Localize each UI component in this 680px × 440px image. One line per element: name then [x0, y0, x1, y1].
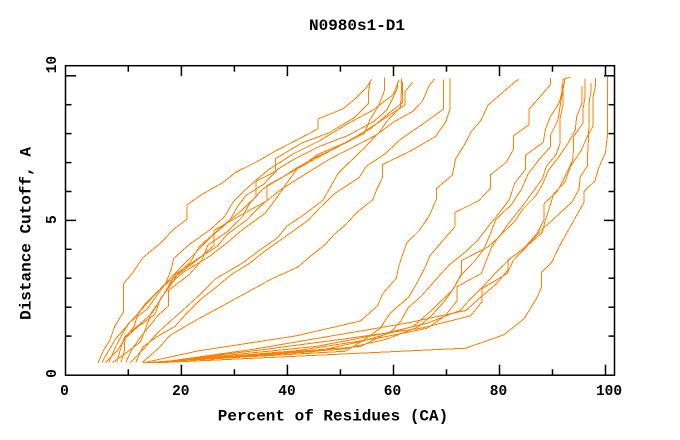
svg-text:80: 80 — [490, 384, 507, 400]
svg-text:100: 100 — [596, 384, 622, 400]
svg-text:0: 0 — [60, 384, 69, 400]
svg-text:5: 5 — [45, 215, 61, 224]
svg-text:Distance Cutoff, A: Distance Cutoff, A — [18, 147, 36, 320]
svg-text:Percent of Residues (CA): Percent of Residues (CA) — [218, 408, 448, 426]
svg-text:0: 0 — [45, 369, 61, 378]
svg-text:40: 40 — [278, 384, 295, 400]
svg-text:20: 20 — [172, 384, 189, 400]
svg-text:10: 10 — [45, 56, 61, 73]
svg-text:N0980s1-D1: N0980s1-D1 — [309, 17, 405, 35]
svg-text:60: 60 — [384, 384, 401, 400]
